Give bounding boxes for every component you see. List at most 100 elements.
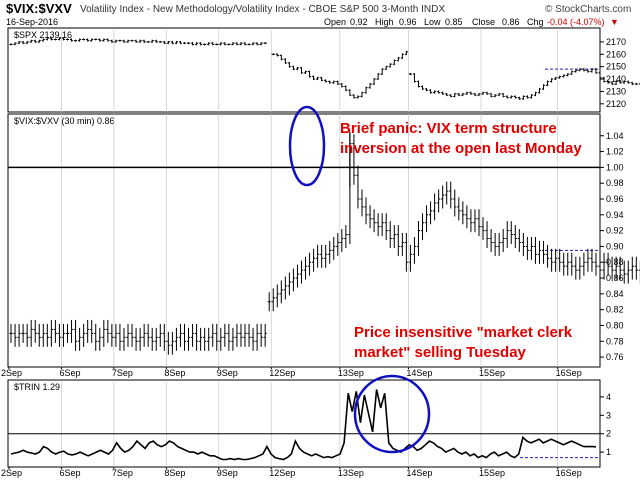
ohlc-bar — [283, 276, 287, 300]
ohlc-bar — [316, 244, 320, 268]
ohlc-bar — [239, 42, 243, 46]
ohlc-bar — [65, 323, 70, 343]
y-tick-label: 0.90 — [606, 241, 624, 251]
ohlc-bar — [259, 42, 263, 46]
ohlc-bar — [122, 327, 126, 351]
ohlc-bar — [138, 327, 142, 351]
ohlc-bar — [404, 50, 408, 56]
ohlc-bar — [570, 70, 574, 76]
trin-legend: $TRIN 1.29 — [14, 382, 60, 392]
ohlc-bar — [90, 319, 94, 343]
down-arrow-icon: ▼ — [610, 17, 619, 27]
ohlc-bar — [550, 78, 554, 83]
ohlc-bar — [170, 40, 174, 45]
ohlc-bar — [473, 209, 477, 233]
ohlc-bar — [445, 181, 449, 205]
ohlc-bar — [162, 323, 166, 351]
ohlc-bar — [416, 221, 421, 256]
y-tick-label: 1.04 — [606, 131, 624, 141]
ohlc-bar — [477, 209, 481, 237]
ohlc-bar — [622, 260, 626, 284]
ohlc-bar — [594, 68, 598, 74]
ohlc-bar — [513, 95, 517, 99]
ohlc-bar — [203, 43, 207, 46]
ohlc-bar — [574, 256, 578, 280]
ohlc-bar — [13, 42, 17, 46]
ohlc-bar — [267, 292, 271, 312]
ohlc-bar — [493, 232, 497, 256]
y-tick-label: 0.78 — [606, 336, 624, 346]
x-tick-label: 6Sep — [59, 368, 80, 378]
ohlc-bar — [412, 73, 417, 83]
ohlc-bar — [485, 91, 489, 95]
ohlc-bar — [82, 38, 86, 41]
high-label: High — [375, 17, 394, 27]
ohlc-bar — [320, 76, 324, 82]
ohlc-bar — [489, 92, 493, 98]
ohlc-bar — [203, 327, 207, 351]
ohlc-bar — [582, 68, 586, 72]
x-tick-label-bottom: 7Sep — [112, 468, 133, 478]
panic-annotation-line-1: Brief panic: VIX term structure — [340, 120, 557, 137]
x-tick-label: 13Sep — [338, 368, 364, 378]
axes-layer: 2120 2130 2140 2150 2160 2170 0.76 0.78 0.80 0.82… — [1, 37, 626, 478]
ohlc-bar — [453, 189, 457, 217]
ohlc-bar — [166, 40, 170, 45]
trin-line — [10, 389, 597, 461]
ohlc-bar — [311, 248, 316, 272]
ohlc-bar — [485, 221, 489, 249]
grid-layer — [8, 30, 600, 467]
ohlc-bar — [364, 197, 368, 225]
ohlc-bar — [433, 90, 437, 94]
ohlc-bar — [541, 84, 546, 90]
y-tick-label: 4 — [606, 392, 611, 402]
clerk-annotation-line-2: market" selling Tuesday — [354, 344, 527, 361]
ohlc-bar — [37, 323, 41, 347]
chart-subtitle: Volatility Index - New Methodology/Volat… — [80, 4, 445, 15]
ohlc-bar — [138, 39, 142, 43]
ohlc-bar — [328, 80, 332, 84]
close-label: Close — [472, 17, 495, 27]
ohlc-bar — [69, 319, 74, 343]
ohlc-bar — [146, 323, 150, 347]
ohlc-bar — [372, 78, 376, 85]
low-label: Low — [424, 17, 441, 27]
trin-circle — [353, 374, 431, 454]
ohlc-bar — [73, 39, 78, 42]
ohlc-bar — [61, 323, 66, 347]
ohlc-bar — [529, 94, 534, 99]
ohlc-bar — [457, 197, 461, 221]
ohlc-bar — [142, 323, 146, 347]
ohlc-bar — [182, 323, 187, 351]
ohlc-bar — [122, 39, 126, 43]
ohlc-bar — [211, 323, 215, 347]
ohlc-bar — [49, 319, 53, 347]
ohlc-bar — [614, 256, 618, 280]
ohlc-bar — [190, 42, 195, 46]
ohlc-bar — [311, 75, 316, 81]
ohlc-bar — [384, 65, 388, 71]
ohlc-bar — [384, 213, 388, 241]
ohlc-bar — [340, 83, 344, 88]
ohlc-bar — [614, 80, 618, 85]
ohlc-bar — [295, 264, 300, 288]
ratio-panel — [7, 113, 601, 368]
ohlc-bar — [388, 221, 392, 249]
ohlc-bar — [469, 209, 473, 233]
chart-title: $VIX:$VXV — [6, 1, 72, 16]
ohlc-bar — [529, 236, 534, 260]
ohlc-bar — [380, 213, 384, 237]
ohlc-bar — [279, 54, 283, 61]
ohlc-bar — [146, 40, 150, 43]
ohlc-bar — [130, 39, 134, 42]
ohlc-bar — [219, 42, 223, 46]
ohlc-bar — [352, 94, 356, 99]
ohlc-bar — [41, 38, 45, 42]
ohlc-bar — [102, 319, 106, 347]
ohlc-bar — [420, 213, 425, 241]
ohlc-bar — [251, 327, 255, 351]
ohlc-bar — [598, 71, 602, 79]
ohlc-bar — [598, 256, 602, 280]
ohlc-bar — [118, 39, 122, 42]
